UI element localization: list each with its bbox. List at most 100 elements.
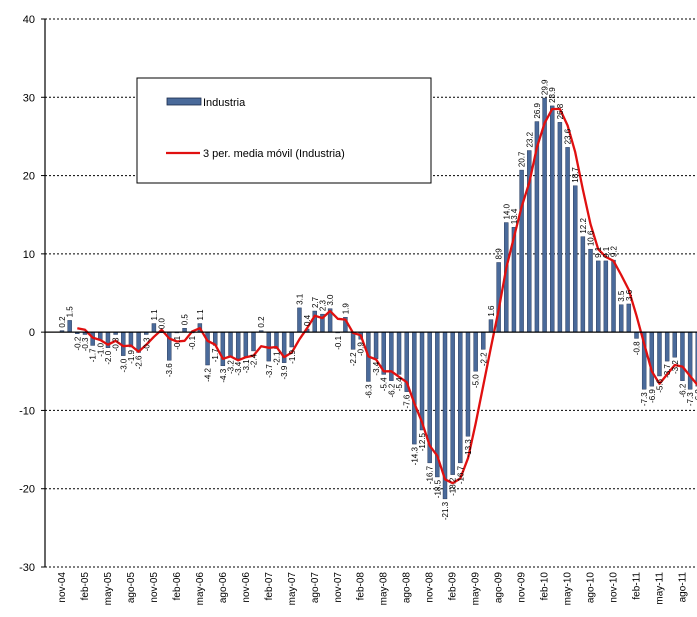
data-labels: 0.21.5-0.2-0.3-1.7-1.0-2.0-0.3-3.0-1.9-2… — [58, 79, 697, 520]
data-label: -0.1 — [334, 335, 343, 349]
bar — [580, 236, 586, 333]
data-label: -3.1 — [242, 359, 251, 373]
moving-average-line — [77, 107, 697, 485]
bar — [243, 331, 249, 357]
data-label: 26.9 — [533, 102, 542, 118]
bar — [228, 331, 233, 358]
x-tick-label: may-06 — [195, 572, 206, 606]
legend-label-industria: Industria — [203, 97, 246, 109]
data-label: 9.1 — [602, 246, 611, 258]
data-label: -2.0 — [104, 350, 113, 364]
data-label: 2.7 — [311, 296, 320, 308]
data-label: 0.2 — [257, 316, 266, 328]
data-label: -1.7 — [211, 348, 220, 362]
bar — [151, 323, 157, 333]
data-label: -1.9 — [127, 349, 136, 363]
data-label: -16.7 — [426, 465, 435, 484]
bar — [67, 320, 72, 333]
data-label: -0.8 — [633, 341, 642, 355]
data-label: -6.3 — [364, 384, 373, 398]
data-label: -18.5 — [433, 479, 442, 498]
bar — [588, 248, 593, 333]
bar — [611, 259, 616, 333]
data-label: 23.2 — [525, 131, 534, 147]
data-label: 12.2 — [579, 218, 588, 234]
data-label: 14.0 — [502, 203, 511, 219]
data-label: 3.6 — [625, 289, 634, 301]
data-label: -16.7 — [456, 465, 465, 484]
data-label: 3.0 — [326, 294, 335, 306]
x-tick-label: ago-05 — [126, 572, 137, 604]
x-tick-label: nov-09 — [517, 572, 528, 603]
data-label: -5.0 — [472, 374, 481, 388]
data-label: -7.3 — [686, 392, 695, 406]
data-label: -2.2 — [349, 352, 358, 366]
x-tick-label: feb-10 — [540, 572, 551, 601]
data-label: 23.6 — [564, 128, 573, 144]
bar — [251, 331, 256, 352]
y-tick-label: 30 — [23, 92, 35, 104]
data-label: -21.3 — [441, 501, 450, 520]
data-label: -3.2 — [227, 360, 236, 374]
bar — [465, 331, 471, 437]
data-label: -3.4 — [234, 361, 243, 375]
data-label: -1.7 — [89, 348, 98, 362]
bar — [626, 303, 632, 333]
x-tick-label: nov-05 — [149, 572, 160, 603]
bar — [450, 331, 455, 475]
data-label: -2.1 — [272, 351, 281, 365]
data-label: 3.5 — [617, 290, 626, 302]
data-label: -6.9 — [648, 389, 657, 403]
data-label: -3.7 — [663, 364, 672, 378]
y-tick-labels: -30 -20 -10 0 10 20 30 40 — [19, 14, 35, 574]
bar — [634, 331, 639, 339]
data-label: -0.3 — [142, 337, 151, 351]
bar — [657, 331, 662, 377]
data-label: -0.1 — [173, 335, 182, 349]
data-label: -13.3 — [464, 439, 473, 458]
data-label: -1.0 — [96, 342, 105, 356]
bar — [550, 105, 555, 333]
data-label: -0.3 — [81, 337, 90, 351]
bar — [542, 97, 547, 333]
bar — [664, 331, 670, 362]
x-tick-label: feb-11 — [632, 572, 643, 600]
data-label: -3.7 — [265, 364, 274, 378]
x-tick-label: ago-06 — [218, 572, 229, 604]
x-tick-label: nov-04 — [57, 572, 68, 603]
bar — [672, 331, 677, 358]
data-label: 13.4 — [510, 208, 519, 224]
bar — [596, 260, 601, 333]
data-label: 1.1 — [150, 309, 159, 321]
bar — [396, 331, 402, 375]
data-label: -3.0 — [119, 358, 128, 372]
legend-box — [136, 77, 432, 184]
data-label: -6.2 — [678, 383, 687, 397]
data-label: 10.6 — [587, 230, 596, 246]
bar — [312, 310, 317, 333]
bar — [618, 304, 624, 333]
data-label: -7.3 — [640, 392, 649, 406]
data-label: 28.9 — [548, 87, 557, 103]
data-label: -2.2 — [479, 352, 488, 366]
x-tick-labels: nov-04 feb-05 may-05 ago-05 nov-05 feb-06 may-… — [57, 572, 688, 606]
x-tick-label: feb-09 — [448, 572, 459, 601]
bar — [565, 147, 570, 333]
bar — [680, 331, 685, 381]
x-tick-label: nov-10 — [609, 572, 620, 603]
x-tick-label: feb-07 — [264, 572, 275, 601]
y-tick-label: 0 — [29, 327, 35, 339]
x-tick-label: nov-07 — [333, 572, 344, 603]
bar — [557, 122, 563, 333]
bar — [235, 331, 241, 359]
x-tick-label: ago-09 — [494, 572, 505, 604]
data-label: -6.9 — [694, 389, 697, 403]
y-tick-label: 20 — [23, 171, 35, 183]
x-tick-label: may-10 — [563, 572, 574, 606]
data-label: -1.9 — [288, 349, 297, 363]
x-tick-label: may-11 — [654, 572, 665, 605]
x-tick-label: may-08 — [379, 572, 390, 606]
data-label: -2.4 — [250, 353, 259, 367]
moving-average-series — [77, 107, 697, 485]
data-label: -0.2 — [73, 336, 82, 350]
